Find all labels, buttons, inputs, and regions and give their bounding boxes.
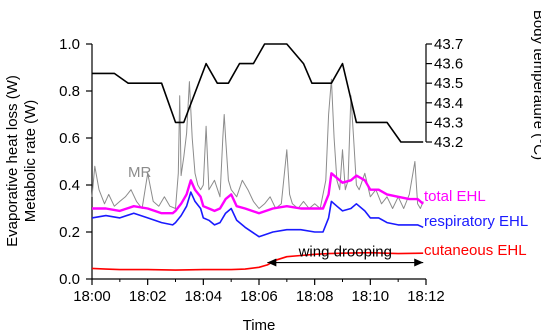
cutaneous-ehl-label: cutaneous EHL	[424, 242, 527, 259]
x-tick-label: 18:12	[407, 288, 445, 305]
series-line-mr	[91, 78, 424, 209]
arrow-head-left-icon	[267, 258, 277, 267]
y-tick-label: 0.8	[59, 83, 80, 100]
x-tick-label: 18:00	[73, 288, 111, 305]
y-tick-label: 1.0	[59, 36, 80, 53]
y-tick-label: 0.6	[59, 130, 80, 147]
right-tick-label: 43.2	[434, 134, 463, 151]
y-tick-label: 0.0	[59, 271, 80, 288]
right-axis-title: Body temperature (°C)	[530, 10, 541, 160]
x-axis-title: Time	[243, 317, 276, 334]
x-tick-label: 18:04	[185, 288, 223, 305]
series-line-cutaneous-ehl	[91, 251, 424, 271]
arrow-head-right-icon	[414, 258, 424, 267]
x-tick-label: 18:08	[296, 288, 334, 305]
y-axis-title-1: Evaporative heat loss (W)	[4, 75, 21, 247]
series-layer	[91, 43, 424, 271]
axis-ticks: 18:00 18:02 18:04 18:06 18:08 18:10 18:12 0.0 0.…	[59, 36, 463, 305]
x-tick-label: 18:02	[129, 288, 167, 305]
y-axis-title-2: Metabolic rate (W)	[22, 100, 39, 223]
y-tick-label: 0.4	[59, 177, 80, 194]
wing-drooping-annotation: wing drooping	[267, 244, 424, 267]
series-line-body-temperature	[92, 43, 424, 143]
series-line-total-ehl	[92, 172, 424, 215]
right-tick-label: 43.3	[434, 114, 463, 131]
right-tick-label: 43.4	[434, 95, 463, 112]
right-tick-label: 43.7	[434, 36, 463, 53]
right-tick-label: 43.5	[434, 75, 463, 92]
x-tick-label: 18:06	[240, 288, 278, 305]
right-tick-label: 43.6	[434, 56, 463, 73]
mr-label: MR	[128, 164, 151, 181]
total-ehl-label: total EHL	[424, 188, 486, 205]
series-line-respiratory-ehl	[91, 191, 424, 238]
wing-drooping-label: wing drooping	[298, 244, 392, 261]
y-tick-label: 0.2	[59, 224, 80, 241]
respiratory-ehl-label: respiratory EHL	[424, 213, 528, 230]
x-tick-label: 18:10	[352, 288, 390, 305]
